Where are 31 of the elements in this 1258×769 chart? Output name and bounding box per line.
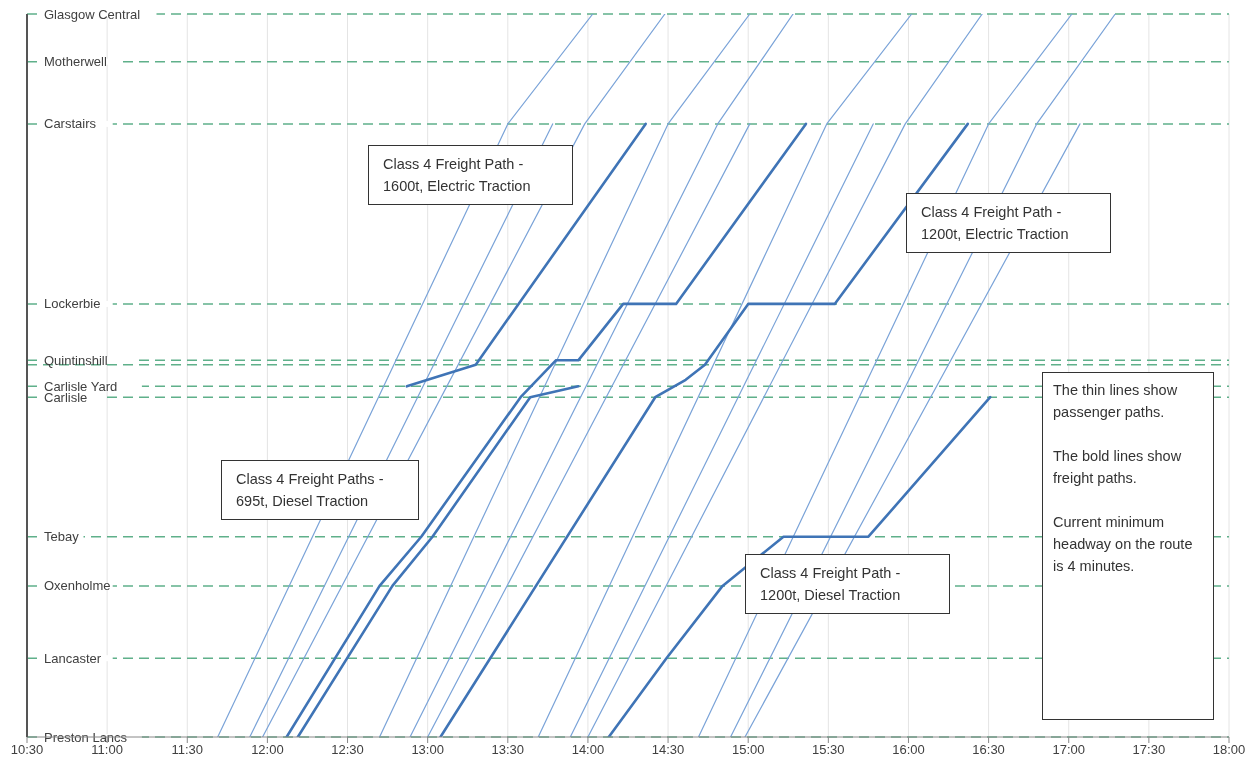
ref-line-label: Oxenholme bbox=[44, 578, 111, 594]
x-tick-label: 17:30 bbox=[1132, 742, 1166, 758]
x-tick-label: 17:00 bbox=[1052, 742, 1086, 758]
ref-line-label: Quintinshill bbox=[44, 352, 108, 368]
x-tick-label: 18:00 bbox=[1212, 742, 1246, 758]
x-tick-label: 12:30 bbox=[331, 742, 364, 758]
ref-line-label: Carstairs bbox=[44, 116, 97, 132]
ref-line-label: Carlisle Yard bbox=[44, 378, 118, 394]
ref-line-label: Preston Lancs bbox=[44, 729, 128, 745]
note-box: Class 4 Freight Path - 1200t, Electric Traction bbox=[906, 193, 1111, 253]
ref-line-label: Lockerbie bbox=[44, 296, 101, 312]
note-box: Class 4 Freight Path - 1600t, Electric Traction bbox=[368, 145, 573, 205]
x-tick-label: 16:30 bbox=[972, 742, 1005, 758]
x-tick-label: 15:30 bbox=[812, 742, 845, 758]
ref-line-label: Motherwell bbox=[44, 54, 107, 70]
note-box: Class 4 Freight Path - 1200t, Diesel Traction bbox=[745, 554, 950, 614]
x-tick-label: 13:30 bbox=[491, 742, 525, 758]
x-tick-label: 14:00 bbox=[571, 742, 605, 758]
x-tick-label: 12:00 bbox=[251, 742, 284, 758]
note-box: Class 4 Freight Paths - 695t, Diesel Traction bbox=[221, 460, 419, 520]
ref-line-label: Lancaster bbox=[44, 650, 102, 666]
x-tick-label: 15:00 bbox=[731, 742, 765, 758]
x-tick-label: 10:30 bbox=[10, 742, 44, 758]
note-box: The thin lines show passenger paths. The bold lines show freight paths. Current minimum headway on the route is 4 minutes. bbox=[1042, 372, 1214, 720]
x-tick-label: 11:00 bbox=[91, 742, 123, 758]
ref-line-label: Glasgow Central bbox=[44, 6, 141, 22]
x-tick-label: 16:00 bbox=[892, 742, 925, 758]
x-tick-label: 13:00 bbox=[411, 742, 444, 758]
x-tick-label: 11:30 bbox=[171, 742, 204, 758]
x-tick-label: 14:30 bbox=[651, 742, 685, 758]
ref-line-label: Tebay bbox=[44, 529, 80, 545]
